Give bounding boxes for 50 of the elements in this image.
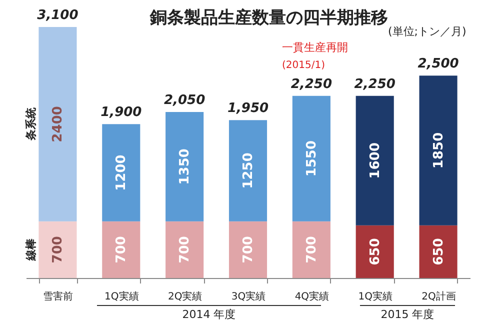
data-label: 700 [50,236,66,264]
data-label: 700 [178,236,193,264]
total-label: 1,900 [100,105,142,120]
data-label: 700 [304,236,320,264]
data-label: 1550 [304,140,320,177]
data-label: 650 [368,238,383,266]
bar [38,221,77,278]
data-label: 1200 [114,154,130,191]
bar [228,221,268,278]
total-label: 2,500 [418,56,459,72]
bar [356,225,394,278]
x-tick-label: 2Q計画 [422,290,456,302]
text: 線棒 [24,238,38,262]
bar [292,96,330,222]
chart-title: 銅条製品生産数量の四半期推移 [150,7,388,29]
data-label: 1600 [368,142,383,179]
data-label: 700 [114,236,130,264]
annotation: 一貫生産再開 [282,40,348,55]
bar [228,120,268,222]
annotation: (単位;トン／月) [388,24,466,39]
x-tick-label: 3Q実績 [231,290,266,302]
bar [166,112,204,222]
bar [356,96,394,226]
bar [419,76,458,226]
bar [419,225,458,278]
bar [102,124,140,222]
data-label: 1350 [178,148,193,185]
total-label: 3,100 [37,8,78,23]
data-label: 700 [241,236,256,264]
data-label: 650 [431,238,446,266]
data-label: 1250 [241,152,256,189]
x-tick-label: 2Q実績 [168,290,202,302]
annotation: (2015/1) [282,60,325,71]
total-label: 2,250 [354,76,396,92]
x-tick-label: 雪害前 [43,290,74,302]
data-label: 2400 [50,106,66,142]
bar [292,221,330,278]
data-label: 1850 [431,132,446,169]
total-label: 2,050 [164,93,206,108]
total-label: 1,950 [227,101,269,116]
bar [102,221,140,278]
text: 2015 年度 [360,305,455,322]
text: 2014 年度 [97,305,321,322]
bar [166,221,204,278]
x-tick-label: 4Q実績 [294,290,330,302]
x-tick-label: 1Q実績 [104,290,139,302]
text: 条系統 [24,108,38,142]
bar [38,27,77,222]
total-label: 2,250 [290,76,332,92]
x-tick-label: 1Q実績 [358,290,392,302]
